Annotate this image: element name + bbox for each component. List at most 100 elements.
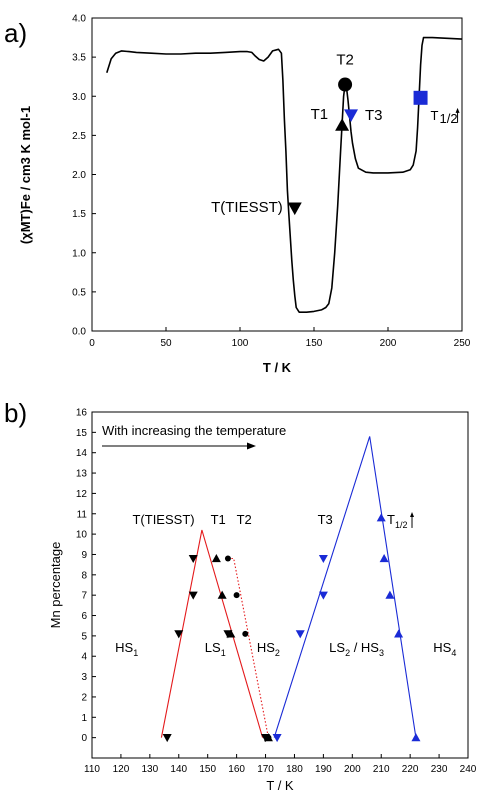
panel-a-y-axis-label: (χMT)Fe / cm3 K mol-1 (18, 106, 33, 244)
point-t3 (318, 554, 328, 564)
point-t2 (242, 630, 249, 637)
marker-label-thalf-sub: 1/2 (440, 111, 458, 126)
y-tick-label: 7 (81, 591, 87, 602)
panel-a-curve-group (106, 36, 463, 314)
x-tick-label: 130 (142, 764, 159, 775)
y-tick-label: 10 (76, 530, 88, 541)
point-t12 (411, 733, 421, 742)
panel-a-y-ticks: 0.0 0.5 1.0 1.5 2.0 2.5 3.0 3.5 4.0 (72, 14, 96, 338)
panel-a-label: a) (4, 18, 27, 48)
panel-a: a) 0 50 100 150 200 250 0.0 0.5 1.0 1.5 2.0 2.5 3.0… (4, 14, 471, 376)
y-tick-label: 0 (81, 733, 87, 744)
marker-t1 (335, 118, 350, 131)
panel-b-plot-area (91, 411, 469, 759)
point-t2 (265, 734, 272, 741)
y-tick-label: 3.0 (72, 92, 86, 103)
panel-b-labels: HS1 LS1 HS2 LS2 / HS3 HS4 T(TIESST) T1 T2 T3 T1/2 (115, 511, 456, 658)
panel-b-arrow-text: With increasing the temperature (102, 423, 286, 438)
marker-label-t1: T1 (311, 106, 329, 123)
x-tick-label: 150 (306, 338, 323, 349)
region-label: HS1 (115, 640, 138, 658)
point-ttiesst (162, 734, 172, 743)
point-t12 (376, 513, 386, 522)
x-tick-label: 110 (84, 764, 100, 775)
y-tick-label: 4.0 (72, 14, 86, 25)
marker-t12 (413, 90, 428, 105)
x-tick-label: 200 (344, 764, 361, 775)
point-t12 (385, 590, 395, 599)
region-label: LS1 (205, 640, 226, 658)
point-t12 (379, 554, 389, 563)
x-tick-label: 190 (315, 764, 332, 775)
y-tick-label: 5 (81, 631, 87, 642)
x-tick-label: 200 (380, 338, 397, 349)
up-arrow-head (455, 107, 460, 113)
panel-b-label: b) (4, 398, 27, 428)
point-t2 (233, 592, 240, 599)
panel-b-arrow-head (247, 442, 256, 450)
y-tick-label: 13 (76, 469, 88, 480)
y-tick-label: 1 (81, 713, 87, 724)
x-tick-label: 210 (373, 764, 390, 775)
region-label: HS2 (257, 640, 280, 658)
point-t1 (211, 554, 221, 563)
point-ttiesst (188, 554, 198, 564)
x-tick-label: 140 (170, 764, 187, 775)
panel-b-fit-lines (160, 436, 417, 738)
point-t3 (272, 734, 282, 743)
marker-label-thalf: T (431, 108, 439, 123)
x-tick-label: 100 (232, 338, 249, 349)
panel-a-x-ticks: 0 50 100 150 200 250 (89, 327, 471, 349)
series-label-t: T1/2 (387, 512, 407, 530)
y-tick-label: 4 (81, 652, 87, 663)
point-t12 (394, 629, 404, 638)
y-tick-label: 2.0 (72, 170, 86, 181)
marker-label-ttiesst: T(TIESST) (211, 199, 283, 216)
x-tick-label: 180 (286, 764, 303, 775)
fit-line-0 (160, 529, 264, 738)
y-tick-label: 12 (76, 489, 88, 500)
region-label: HS4 (433, 640, 456, 658)
series-label-t2: T2 (237, 512, 252, 527)
x-tick-label: 170 (257, 764, 274, 775)
y-tick-label: 2.5 (72, 131, 86, 142)
point-t3 (318, 591, 328, 600)
series-label-t3: T3 (318, 512, 333, 527)
point-t1 (226, 629, 236, 638)
point-ttiesst (188, 591, 198, 600)
fit-line-1 (227, 557, 269, 738)
y-tick-label: 15 (76, 428, 88, 439)
region-label: LS2 / HS3 (329, 640, 384, 658)
y-tick-label: 1.0 (72, 248, 86, 259)
x-tick-label: 50 (160, 338, 172, 349)
panel-b-y-axis-label: Mn percentage (48, 542, 63, 629)
marker-label-t3: T3 (365, 107, 383, 124)
panel-a-markers: T(TIESST) T1 T2 T3 T 1/2 (211, 52, 460, 216)
fit-line-2 (273, 436, 417, 738)
panel-b-x-ticks: 110 120 130 140 150 160 170 180 190 200 210 220 230 2… (84, 754, 477, 775)
panel-a-x-axis-label: T / K (263, 360, 292, 375)
panel-b: b) 110 120 130 140 150 160 170 180 190 200 210 220 2… (4, 398, 477, 793)
x-tick-label: 160 (228, 764, 245, 775)
y-tick-label: 14 (76, 448, 88, 459)
panel-b-x-axis-label: T / K (266, 778, 294, 793)
point-t3 (295, 630, 305, 639)
y-tick-label: 3 (81, 672, 87, 683)
panel-a-plot-area (91, 17, 463, 332)
y-tick-label: 16 (76, 408, 88, 419)
up-arrow-head (410, 511, 415, 517)
point-ttiesst (174, 630, 184, 639)
y-tick-label: 0.5 (72, 287, 86, 298)
series-label-ttiesst: T(TIESST) (132, 512, 194, 527)
x-tick-label: 220 (402, 764, 419, 775)
x-tick-label: 240 (460, 764, 477, 775)
x-tick-label: 150 (199, 764, 216, 775)
x-tick-label: 250 (454, 338, 471, 349)
x-tick-label: 230 (431, 764, 448, 775)
y-tick-label: 6 (81, 611, 87, 622)
x-tick-label: 120 (113, 764, 130, 775)
chi-t-curve (106, 36, 463, 314)
y-tick-label: 1.5 (72, 209, 86, 220)
x-tick-label: 0 (89, 338, 95, 349)
